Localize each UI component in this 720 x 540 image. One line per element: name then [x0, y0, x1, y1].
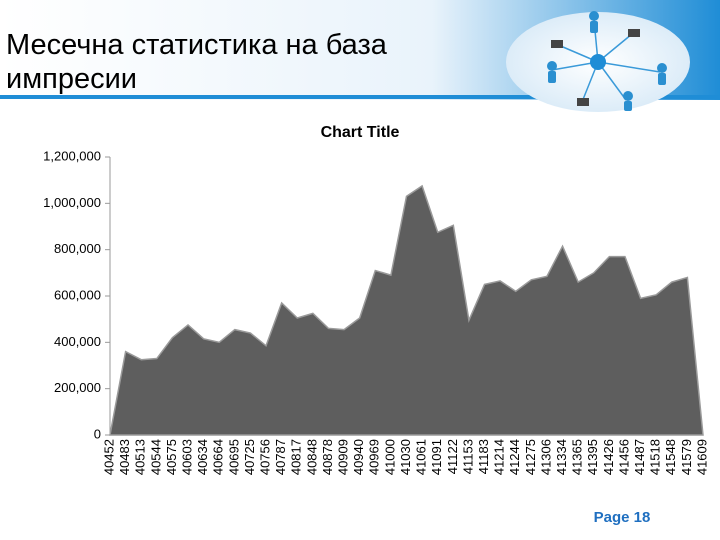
x-tick-label: 40969: [367, 439, 382, 475]
x-tick-label: 40513: [133, 439, 148, 475]
x-tick-label: 40544: [148, 439, 163, 475]
x-tick-label: 41487: [632, 439, 647, 475]
x-tick-label: 41091: [429, 439, 444, 475]
x-tick-label: 41153: [460, 439, 475, 474]
x-tick-label: 41244: [507, 439, 522, 475]
y-tick-label: 1,200,000: [43, 148, 101, 163]
x-tick-label: 40483: [117, 439, 132, 475]
x-tick-label: 40940: [351, 439, 366, 475]
x-tick-label: 41122: [445, 439, 460, 474]
page-label: Page 18: [594, 509, 651, 526]
x-tick-label: 40848: [304, 439, 319, 475]
x-tick-label: 41456: [616, 439, 631, 475]
x-tick-label: 41548: [663, 439, 678, 475]
plot: 0 200,000 400,000 600,000 800,000 1,000,000 1,…: [43, 148, 709, 475]
x-tick-label: 41365: [570, 439, 585, 475]
x-tick-label: 41275: [523, 439, 538, 475]
x-tick-label: 40787: [273, 439, 288, 475]
x-tick-label: 40664: [211, 439, 226, 475]
header-rule: [0, 95, 720, 99]
network-graphic: [506, 11, 690, 112]
x-tick-label: 41061: [414, 439, 429, 475]
x-tick-label: 40634: [195, 439, 210, 475]
y-tick-label: 400,000: [54, 334, 101, 349]
y-tick-label: 600,000: [54, 287, 101, 302]
y-tick-label: 1,000,000: [43, 195, 101, 210]
x-tick-label: 41609: [694, 439, 709, 475]
y-tick-label: 800,000: [54, 241, 101, 256]
y-tick-label: 0: [94, 426, 101, 441]
x-tick-label: 41000: [382, 439, 397, 475]
slide-title-line: Месечна статистика на база импресии: [6, 29, 388, 95]
x-tick-label: 40756: [257, 439, 272, 475]
x-tick-label: 40909: [336, 439, 351, 475]
x-tick-label: 40695: [226, 439, 241, 475]
x-tick-label: 40603: [179, 439, 194, 475]
x-tick-label: 41579: [679, 439, 694, 475]
x-tick-label: 40575: [164, 439, 179, 475]
x-tick-label: 41183: [476, 439, 491, 474]
x-tick-label: 41334: [554, 439, 569, 475]
area: [109, 184, 704, 436]
x-tick-label: 41306: [538, 439, 553, 475]
x-tick-label: 41426: [601, 439, 616, 475]
x-tick-label: 41214: [492, 439, 507, 475]
chart-title: Chart Title: [321, 124, 400, 141]
x-tick-label: 41395: [585, 439, 600, 475]
y-tick-label: 200,000: [54, 380, 101, 395]
x-tick-label: 41030: [398, 439, 413, 475]
x-tick-label: 40452: [101, 439, 116, 475]
x-tick-label: 40817: [289, 439, 304, 475]
x-tick-label: 41518: [648, 439, 663, 475]
x-tick-label: 40878: [320, 439, 335, 475]
x-tick-label: 40725: [242, 439, 257, 475]
